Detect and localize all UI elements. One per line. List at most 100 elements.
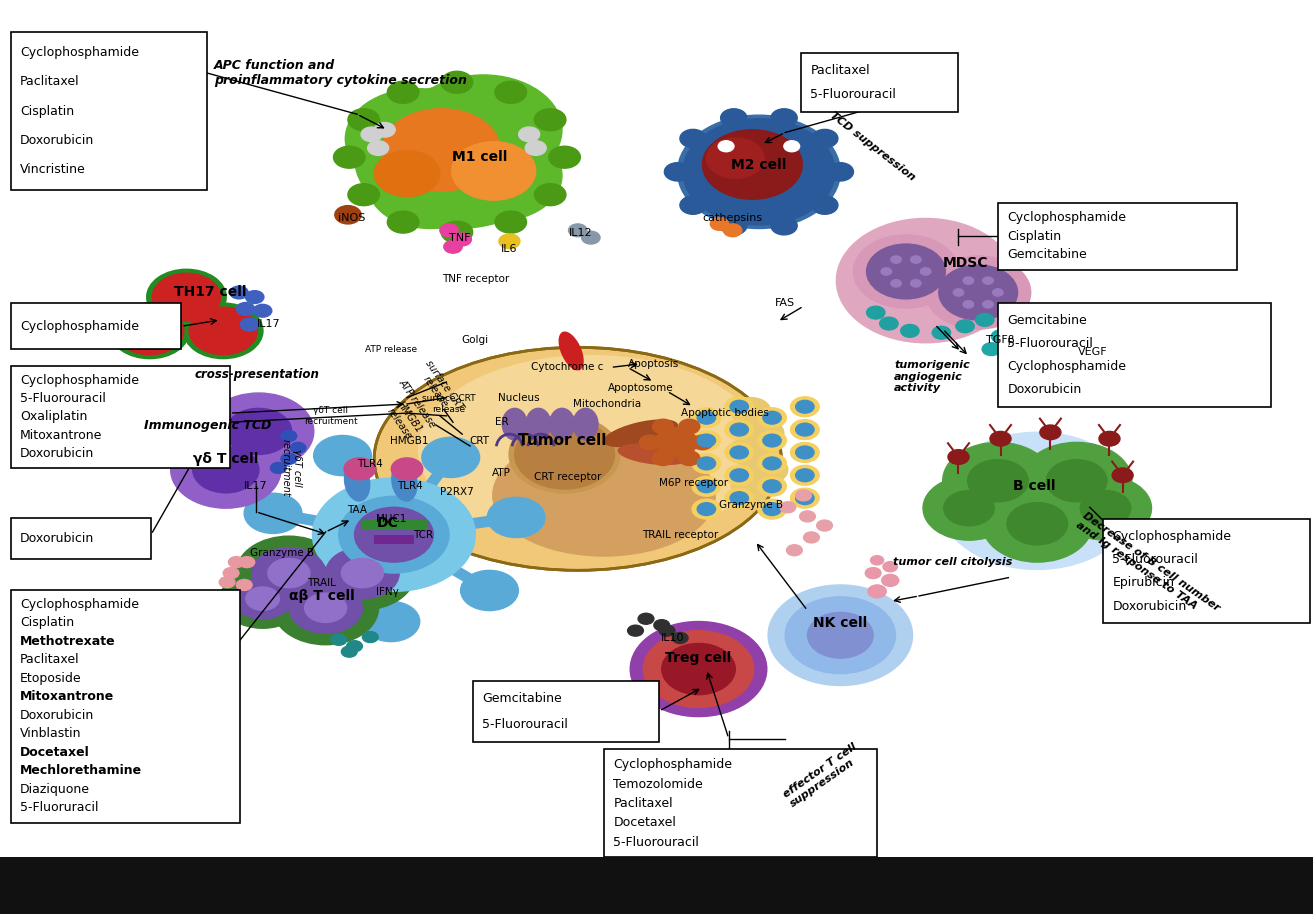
- Circle shape: [653, 420, 674, 434]
- Circle shape: [771, 109, 797, 127]
- Text: 5-Fluorouracil: 5-Fluorouracil: [810, 88, 897, 101]
- Circle shape: [268, 558, 310, 588]
- Text: IFNγ: IFNγ: [376, 588, 399, 597]
- Text: surface CRT
release: surface CRT release: [414, 358, 466, 419]
- Text: cross-presentation: cross-presentation: [194, 368, 319, 381]
- Text: ATP release: ATP release: [397, 377, 439, 430]
- Text: DC: DC: [377, 515, 398, 530]
- Text: M1 cell: M1 cell: [452, 150, 507, 165]
- Circle shape: [804, 532, 819, 543]
- Circle shape: [1060, 476, 1152, 540]
- Text: Paclitaxel: Paclitaxel: [810, 64, 871, 77]
- Text: MUC1: MUC1: [376, 515, 407, 524]
- Circle shape: [786, 545, 802, 556]
- Ellipse shape: [572, 408, 599, 441]
- Circle shape: [910, 280, 920, 287]
- Circle shape: [692, 476, 721, 496]
- Circle shape: [796, 423, 814, 436]
- Circle shape: [310, 537, 415, 610]
- Circle shape: [461, 570, 519, 611]
- Circle shape: [867, 244, 945, 299]
- Circle shape: [234, 579, 291, 619]
- Text: Immunogenic TCD: Immunogenic TCD: [144, 419, 272, 431]
- Text: surface CRT
release: surface CRT release: [423, 394, 475, 414]
- Text: Cyclophosphamide: Cyclophosphamide: [1007, 211, 1127, 224]
- Ellipse shape: [418, 355, 764, 545]
- Text: IL17: IL17: [257, 320, 281, 329]
- Circle shape: [939, 265, 1018, 320]
- Text: Doxorubicin: Doxorubicin: [1007, 383, 1082, 396]
- Text: 5-Fluorouracil: 5-Fluorouracil: [1007, 337, 1094, 350]
- Circle shape: [226, 409, 291, 454]
- Circle shape: [230, 286, 248, 299]
- Circle shape: [721, 217, 747, 235]
- Circle shape: [758, 476, 786, 496]
- Circle shape: [730, 492, 748, 505]
- Text: VEGF: VEGF: [1078, 347, 1107, 356]
- Text: IL6: IL6: [502, 244, 517, 253]
- Text: TH17 cell: TH17 cell: [173, 285, 247, 300]
- Circle shape: [347, 641, 362, 652]
- Circle shape: [362, 601, 420, 642]
- Circle shape: [246, 291, 264, 303]
- Circle shape: [729, 438, 768, 465]
- Circle shape: [910, 256, 920, 263]
- Circle shape: [639, 435, 660, 450]
- Text: Doxorubicin: Doxorubicin: [20, 447, 95, 460]
- FancyBboxPatch shape: [11, 366, 230, 468]
- Text: Apoptosis: Apoptosis: [628, 359, 680, 368]
- Text: iNOS: iNOS: [339, 213, 365, 222]
- Circle shape: [1046, 460, 1107, 502]
- Circle shape: [440, 224, 458, 237]
- Circle shape: [932, 326, 951, 339]
- Text: Cyclophosphamide: Cyclophosphamide: [20, 598, 139, 611]
- Circle shape: [672, 632, 688, 643]
- Circle shape: [361, 127, 382, 142]
- Circle shape: [219, 577, 235, 588]
- Circle shape: [638, 613, 654, 624]
- Circle shape: [495, 211, 527, 233]
- Circle shape: [692, 430, 721, 451]
- Text: TRAIL: TRAIL: [307, 579, 336, 588]
- Circle shape: [1040, 425, 1061, 440]
- Bar: [361, 519, 427, 530]
- Circle shape: [152, 273, 221, 321]
- Circle shape: [160, 409, 226, 454]
- Text: TNF: TNF: [449, 233, 470, 242]
- Text: γδT cell
recruitment: γδT cell recruitment: [305, 406, 357, 426]
- Text: Mitoxantrone: Mitoxantrone: [20, 429, 102, 441]
- Text: Cisplatin: Cisplatin: [20, 104, 74, 118]
- Text: IL17: IL17: [244, 482, 268, 491]
- Circle shape: [836, 218, 1015, 343]
- Text: ATP: ATP: [492, 469, 511, 478]
- Circle shape: [730, 423, 748, 436]
- Circle shape: [374, 151, 440, 197]
- Circle shape: [253, 304, 272, 317]
- FancyBboxPatch shape: [11, 303, 181, 349]
- Circle shape: [348, 184, 379, 206]
- Text: IL12: IL12: [569, 228, 592, 238]
- Text: TLR4: TLR4: [357, 460, 383, 469]
- Circle shape: [534, 184, 566, 206]
- Ellipse shape: [558, 332, 584, 370]
- Circle shape: [509, 416, 620, 493]
- Text: 5-Fluorouracil: 5-Fluorouracil: [1112, 553, 1199, 566]
- Circle shape: [982, 485, 1092, 562]
- Text: Granzyme B: Granzyme B: [251, 548, 314, 558]
- Circle shape: [1007, 503, 1067, 545]
- Text: TAA: TAA: [347, 505, 368, 515]
- Text: γδ T cell: γδ T cell: [193, 452, 259, 466]
- FancyBboxPatch shape: [998, 303, 1271, 407]
- Circle shape: [664, 163, 691, 181]
- Circle shape: [355, 86, 559, 228]
- Circle shape: [943, 442, 1053, 519]
- Circle shape: [725, 397, 754, 417]
- Circle shape: [331, 634, 347, 645]
- Circle shape: [368, 141, 494, 228]
- Text: Mitochondria: Mitochondria: [572, 399, 641, 409]
- Circle shape: [680, 130, 706, 148]
- Circle shape: [1081, 491, 1130, 526]
- Circle shape: [334, 146, 365, 168]
- Circle shape: [730, 469, 748, 482]
- Circle shape: [730, 446, 748, 459]
